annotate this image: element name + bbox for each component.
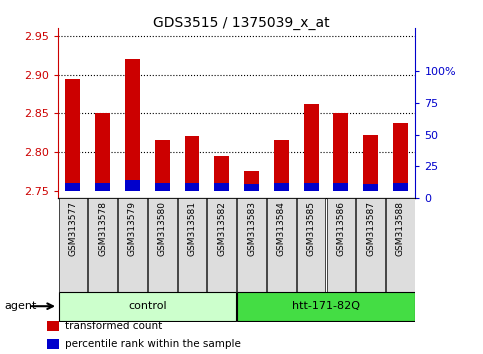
Bar xyxy=(95,113,110,190)
Text: control: control xyxy=(128,301,167,311)
Bar xyxy=(274,183,289,190)
FancyBboxPatch shape xyxy=(297,198,326,292)
Bar xyxy=(65,183,80,190)
Text: GSM313580: GSM313580 xyxy=(158,201,167,256)
FancyBboxPatch shape xyxy=(237,198,266,292)
Bar xyxy=(244,184,259,190)
Bar xyxy=(333,183,348,190)
Bar xyxy=(333,113,348,190)
Bar xyxy=(185,183,199,190)
Text: GSM313586: GSM313586 xyxy=(337,201,345,256)
Bar xyxy=(47,339,59,349)
FancyBboxPatch shape xyxy=(386,198,415,292)
Text: GSM313579: GSM313579 xyxy=(128,201,137,256)
Bar xyxy=(214,156,229,190)
Bar xyxy=(125,59,140,190)
Text: GSM313584: GSM313584 xyxy=(277,201,286,256)
FancyBboxPatch shape xyxy=(356,198,385,292)
FancyBboxPatch shape xyxy=(267,198,296,292)
Text: GSM313585: GSM313585 xyxy=(307,201,315,256)
Bar xyxy=(185,136,199,190)
Text: GSM313588: GSM313588 xyxy=(396,201,405,256)
Bar xyxy=(95,183,110,190)
Bar xyxy=(274,140,289,190)
Bar xyxy=(244,171,259,190)
Bar xyxy=(393,122,408,190)
Text: GSM313582: GSM313582 xyxy=(217,201,226,256)
Bar xyxy=(363,135,378,190)
FancyBboxPatch shape xyxy=(58,198,87,292)
FancyBboxPatch shape xyxy=(178,198,206,292)
FancyBboxPatch shape xyxy=(237,292,415,321)
Text: agent: agent xyxy=(5,301,37,311)
Text: transformed count: transformed count xyxy=(65,321,163,331)
Bar xyxy=(155,140,170,190)
Bar xyxy=(393,183,408,190)
Bar xyxy=(65,79,80,190)
FancyBboxPatch shape xyxy=(148,198,176,292)
FancyBboxPatch shape xyxy=(58,292,236,321)
FancyBboxPatch shape xyxy=(208,198,236,292)
Bar xyxy=(47,321,59,331)
Bar xyxy=(304,104,319,190)
FancyBboxPatch shape xyxy=(327,198,355,292)
Text: GSM313583: GSM313583 xyxy=(247,201,256,256)
Text: htt-171-82Q: htt-171-82Q xyxy=(292,301,360,311)
Text: GDS3515 / 1375039_x_at: GDS3515 / 1375039_x_at xyxy=(153,16,330,30)
Bar xyxy=(214,183,229,190)
Text: percentile rank within the sample: percentile rank within the sample xyxy=(65,339,241,349)
Text: GSM313581: GSM313581 xyxy=(187,201,197,256)
Text: GSM313577: GSM313577 xyxy=(69,201,77,256)
Bar xyxy=(304,183,319,190)
Bar xyxy=(155,183,170,190)
Bar xyxy=(363,184,378,190)
Text: GSM313578: GSM313578 xyxy=(98,201,107,256)
FancyBboxPatch shape xyxy=(88,198,117,292)
FancyBboxPatch shape xyxy=(118,198,147,292)
Bar xyxy=(125,180,140,190)
Text: GSM313587: GSM313587 xyxy=(366,201,375,256)
